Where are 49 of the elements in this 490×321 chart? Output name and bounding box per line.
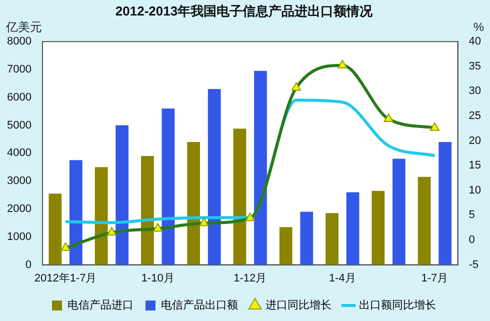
legend-label: 进口同比增长: [266, 298, 332, 312]
bar: [94, 167, 108, 265]
bar: [372, 190, 385, 265]
bar: [300, 212, 314, 265]
y-tick-label: 3000: [6, 175, 32, 188]
y2-axis-title: %: [473, 20, 484, 34]
y-tick-label: 2000: [6, 203, 32, 216]
bar: [254, 70, 267, 265]
y2-tick-label: 0: [468, 234, 475, 246]
y-tick-label: 0: [25, 258, 32, 271]
legend-label: 出口额同比增长: [359, 298, 436, 312]
legend-label: 电信产品出口额: [161, 298, 238, 312]
y-tick-label: 4000: [6, 147, 32, 160]
bar: [69, 160, 82, 265]
y2-tick-label: 40: [468, 36, 482, 48]
bar: [141, 156, 154, 265]
bar: [392, 158, 406, 265]
y-tick-label: 5000: [6, 119, 32, 132]
y2-tick-label: 5: [468, 209, 475, 222]
bar: [326, 213, 338, 265]
y-tick-label: 8000: [6, 36, 32, 48]
bar: [233, 128, 246, 265]
bar: [208, 89, 221, 265]
bar: [279, 227, 292, 265]
y-tick-label: 1000: [6, 230, 32, 243]
legend-label: 电信产品进口: [68, 298, 134, 312]
bar: [438, 142, 452, 265]
bar: [187, 142, 200, 265]
y2-tick-label: 10: [468, 184, 482, 196]
bar: [162, 108, 175, 265]
bar: [116, 125, 129, 265]
y2-tick-label: 25: [468, 110, 482, 122]
x-tick-label: 1-10月: [141, 272, 174, 284]
x-tick-label: 2012年1-7月: [34, 272, 97, 284]
bar: [48, 194, 62, 265]
x-tick-label: 1-7月: [421, 272, 448, 284]
y-tick-label: 7000: [6, 64, 32, 76]
chart-title: 2012-2013年我国电子信息产品进出口额情况: [115, 3, 374, 18]
x-tick-label: 1-4月: [328, 272, 356, 284]
y2-tick-label: 20: [468, 134, 482, 147]
y2-tick-label: 30: [468, 85, 482, 98]
bar: [418, 176, 431, 265]
y2-tick-label: 35: [468, 60, 482, 72]
bar: [346, 192, 360, 265]
y-axis-title: 亿美元: [5, 20, 42, 34]
x-tick-label: 1-12月: [234, 272, 267, 284]
y2-tick-label: 15: [468, 160, 482, 172]
y2-tick-label: -5: [468, 258, 479, 271]
y-tick-label: 6000: [6, 91, 32, 104]
